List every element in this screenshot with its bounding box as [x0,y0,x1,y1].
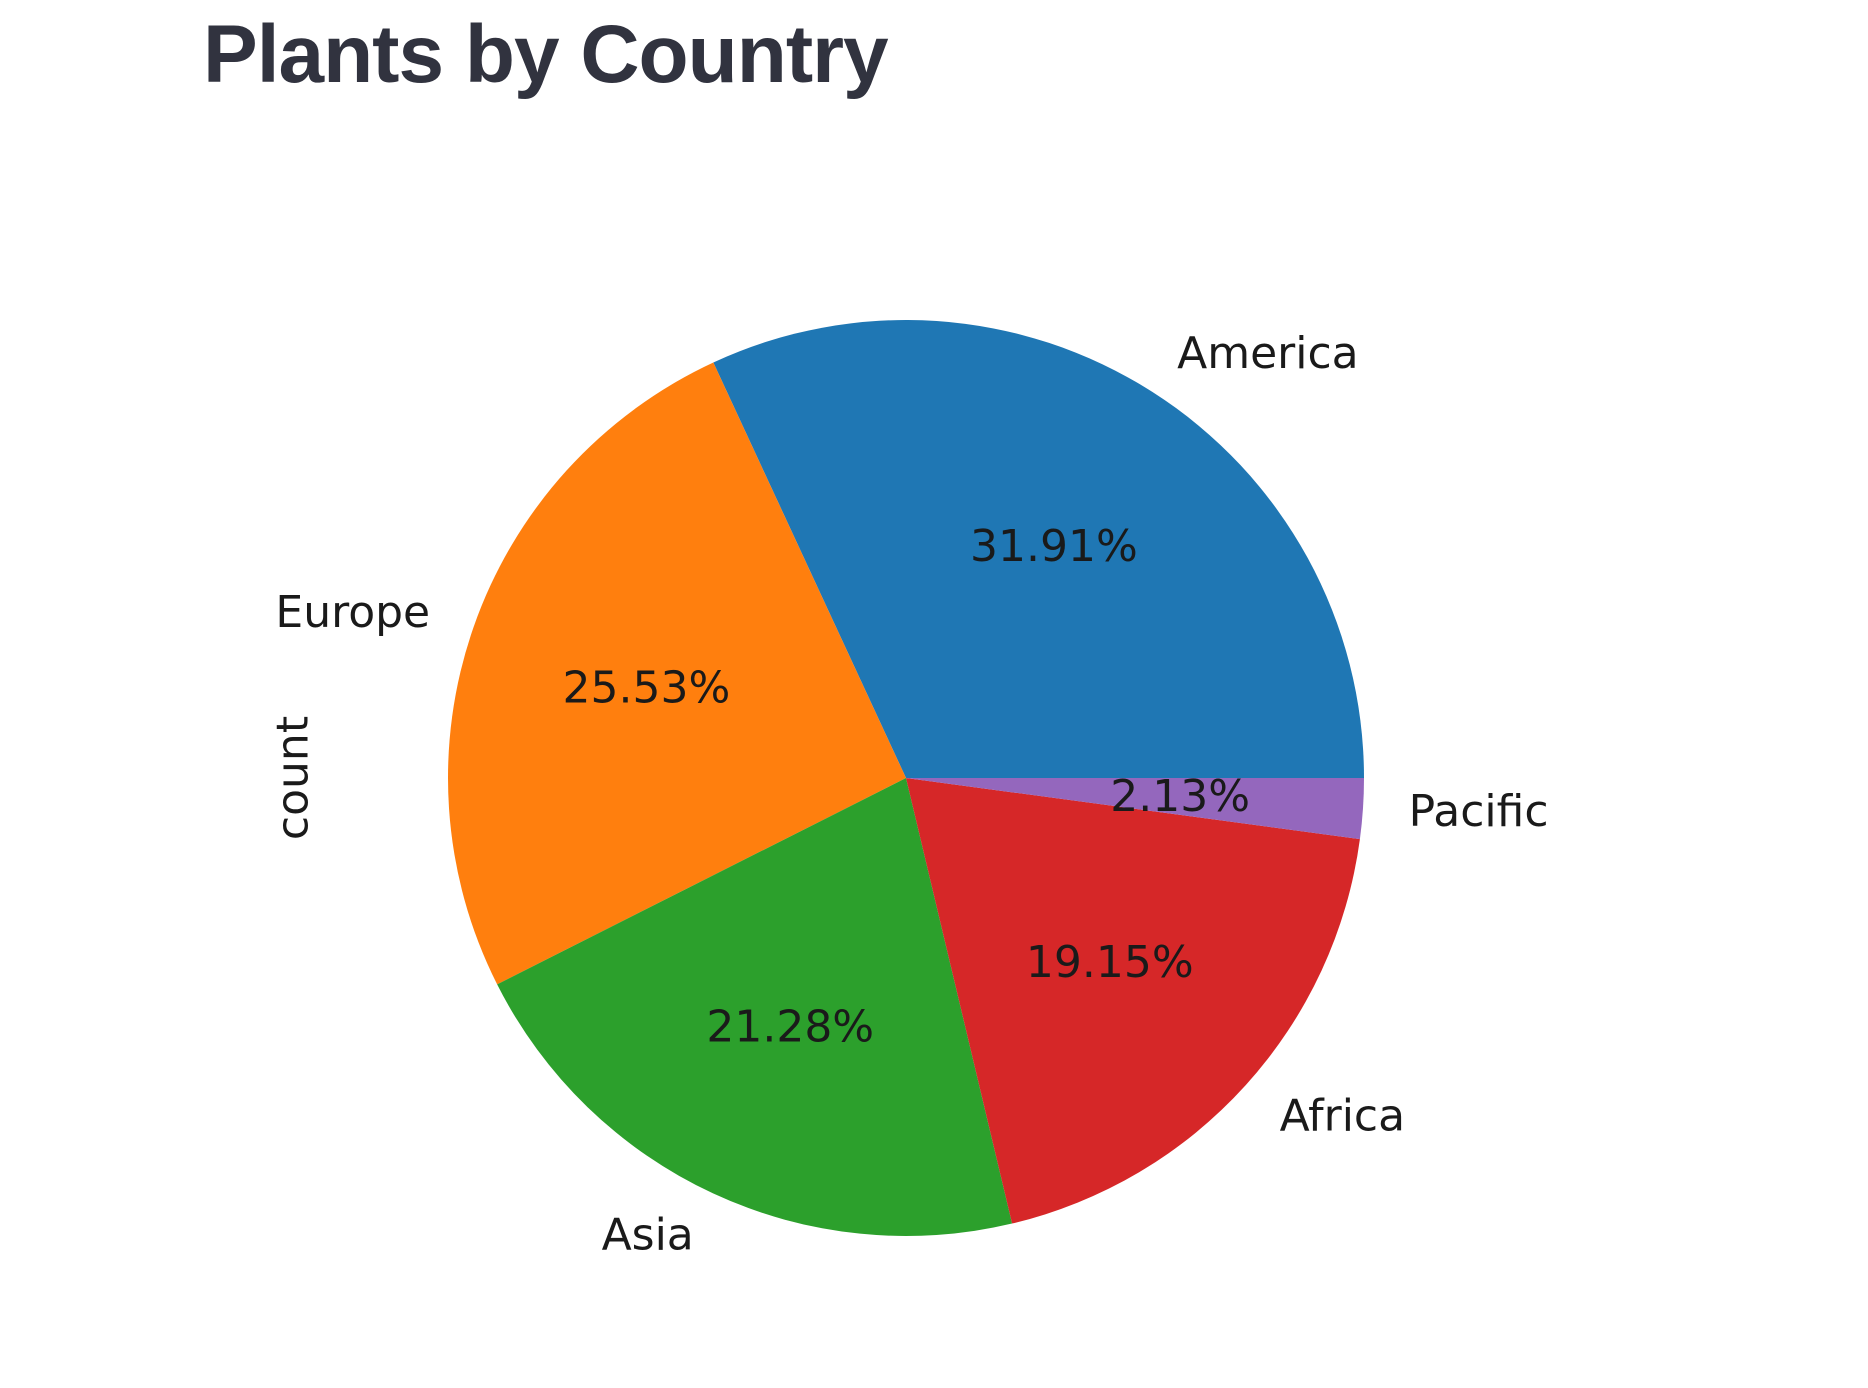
y-axis-label: count [268,716,319,840]
pct-label-asia: 21.28% [706,1002,874,1053]
page-title: Plants by Country [203,9,889,100]
pie-slice-africa [906,778,1360,1224]
pct-label-pacific: 2.13% [1110,771,1250,822]
pie-slice-europe [447,362,906,985]
pct-label-america: 31.91% [970,521,1138,572]
pie-labels: 31.91% America 25.53% Europe 21.28% Asia 19.15… [275,328,1548,1261]
pie-slice-asia [497,778,1013,1236]
pie-slices [447,319,1364,1236]
slice-label-africa: Africa [1280,1091,1406,1142]
pie-slice-america [713,319,1364,778]
pct-label-europe: 25.53% [563,662,731,713]
slice-label-asia: Asia [602,1209,694,1260]
slice-label-america: America [1177,328,1359,379]
pie-slice-pacific [906,778,1364,840]
pct-label-africa: 19.15% [1026,937,1194,988]
slice-label-pacific: Pacific [1409,786,1549,837]
slice-label-europe: Europe [275,587,430,638]
